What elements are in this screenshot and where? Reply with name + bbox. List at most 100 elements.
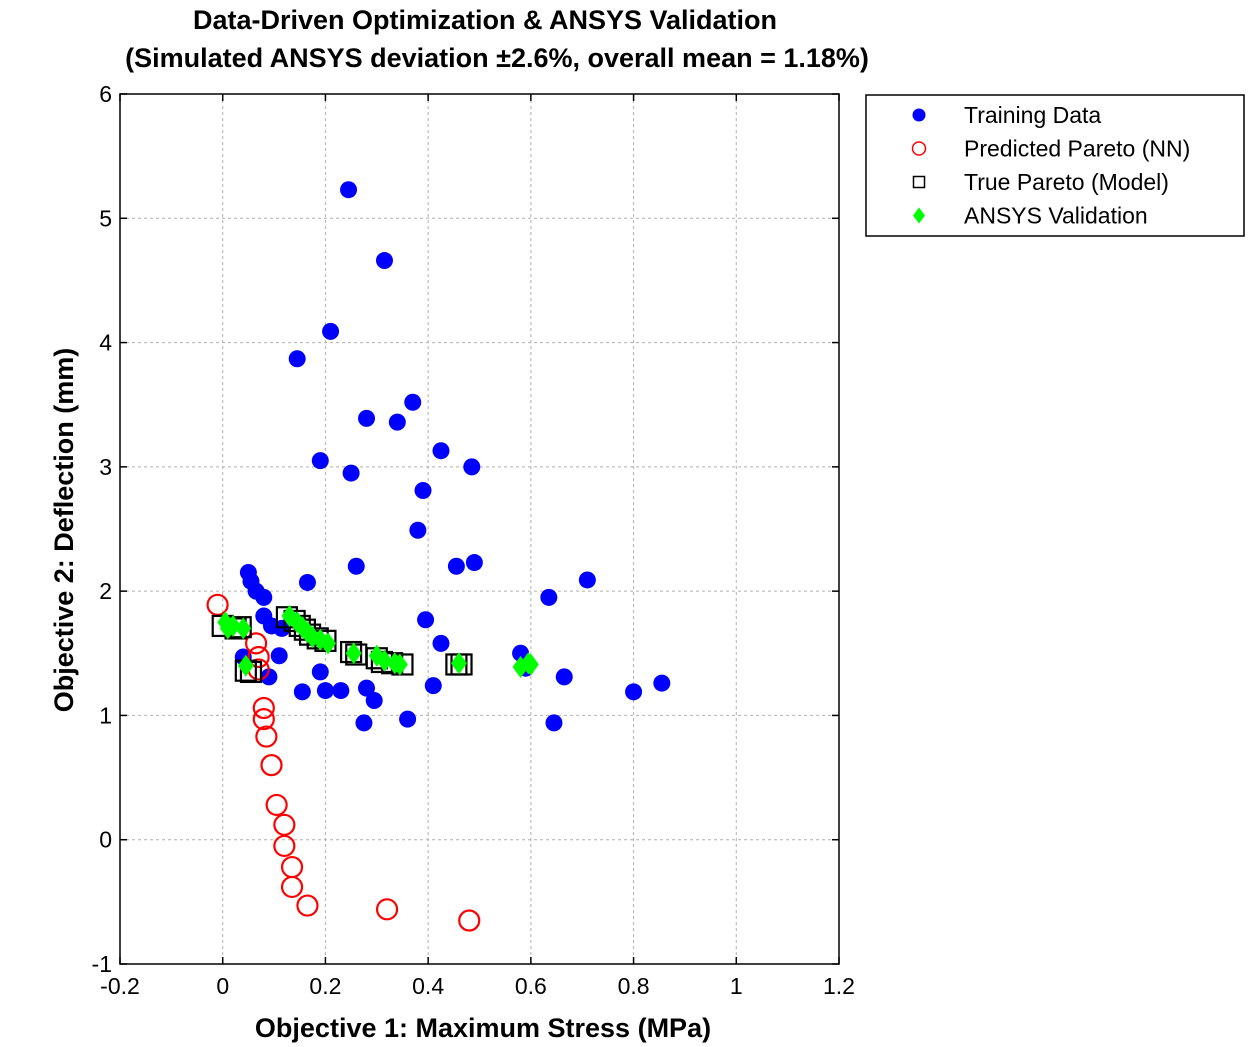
data-point bbox=[255, 588, 273, 606]
y-tick-label: 1 bbox=[99, 702, 112, 728]
legend-marker bbox=[912, 108, 926, 122]
data-point bbox=[358, 679, 376, 697]
data-point bbox=[270, 647, 288, 665]
data-point bbox=[342, 464, 360, 482]
series-predicted-pareto-nn bbox=[206, 593, 481, 932]
legend-entry-label: True Pareto (Model) bbox=[964, 169, 1169, 195]
data-point bbox=[235, 617, 252, 640]
data-point bbox=[388, 413, 406, 431]
data-point bbox=[424, 677, 442, 695]
y-tick-label: 3 bbox=[99, 454, 112, 480]
data-point bbox=[298, 573, 316, 591]
y-tick-label: 0 bbox=[99, 827, 112, 853]
legend-marker bbox=[912, 175, 926, 189]
data-point bbox=[332, 682, 350, 700]
data-point bbox=[653, 674, 671, 692]
data-point bbox=[252, 708, 275, 731]
axis-ticks: -0.2 0 0.2 0.4 0.6 0.8 1 1.2 -1 0 1 2 3 4 5 6 bbox=[92, 81, 855, 999]
plot-area-frame bbox=[119, 93, 840, 965]
x-tick-label: 0.2 bbox=[309, 973, 341, 999]
data-point bbox=[293, 683, 311, 701]
y-tick-label: -1 bbox=[92, 951, 112, 977]
data-point bbox=[319, 632, 336, 655]
x-tick-label: 1.2 bbox=[823, 973, 855, 999]
legend: Training Data Predicted Pareto (NN) True P… bbox=[865, 94, 1245, 237]
data-point bbox=[432, 634, 450, 652]
legend-marker bbox=[911, 141, 927, 156]
data-point bbox=[450, 652, 467, 675]
series-training-data bbox=[234, 181, 671, 732]
data-point bbox=[578, 571, 596, 589]
data-point bbox=[311, 452, 329, 470]
data-point bbox=[375, 898, 399, 921]
data-point bbox=[522, 653, 539, 676]
data-point bbox=[247, 645, 270, 669]
data-point bbox=[311, 663, 329, 681]
data-point bbox=[237, 654, 254, 677]
chart-title: Data-Driven Optimization & ANSYS Validat… bbox=[193, 5, 777, 35]
data-point bbox=[288, 350, 306, 368]
data-point bbox=[450, 653, 473, 676]
series-ansys-validation bbox=[217, 605, 539, 678]
grid bbox=[120, 94, 839, 964]
legend-entry-label: Predicted Pareto (NN) bbox=[964, 136, 1190, 162]
data-point bbox=[399, 710, 417, 728]
data-point bbox=[280, 875, 304, 899]
y-tick-label: 5 bbox=[99, 205, 112, 231]
x-axis-label: Objective 1: Maximum Stress (MPa) bbox=[255, 1013, 711, 1043]
data-point bbox=[340, 640, 363, 664]
x-tick-label: 1 bbox=[730, 973, 743, 999]
data-point bbox=[545, 714, 563, 732]
data-point bbox=[206, 593, 229, 616]
legend-entry-label: ANSYS Validation bbox=[964, 203, 1148, 229]
data-point bbox=[409, 521, 427, 539]
data-point bbox=[463, 458, 481, 476]
x-tick-label: 0.4 bbox=[412, 973, 444, 999]
y-tick-label: 6 bbox=[99, 81, 112, 107]
data-point bbox=[255, 725, 278, 748]
data-point bbox=[260, 668, 278, 686]
data-point bbox=[347, 557, 365, 575]
data-point bbox=[540, 588, 558, 606]
data-point bbox=[465, 554, 483, 572]
data-point bbox=[345, 642, 362, 665]
data-point bbox=[273, 834, 296, 858]
x-tick-label: 0.8 bbox=[618, 973, 650, 999]
data-point bbox=[358, 409, 376, 427]
data-point bbox=[414, 481, 432, 499]
data-point bbox=[365, 692, 383, 710]
data-point bbox=[404, 393, 422, 411]
data-point bbox=[265, 793, 288, 817]
data-point bbox=[376, 649, 393, 672]
data-point bbox=[252, 696, 275, 720]
data-point bbox=[458, 909, 481, 932]
data-point bbox=[316, 682, 334, 700]
y-tick-label: 2 bbox=[99, 578, 112, 604]
data-point bbox=[224, 614, 241, 637]
legend-marker bbox=[913, 207, 925, 224]
data-point bbox=[555, 668, 573, 686]
chart-subtitle: (Simulated ANSYS deviation ±2.6%, overal… bbox=[125, 43, 869, 73]
data-point bbox=[280, 855, 304, 879]
data-point bbox=[244, 632, 268, 655]
legend-box bbox=[865, 94, 1245, 237]
data-point bbox=[340, 181, 358, 199]
data-point bbox=[432, 442, 450, 460]
data-series bbox=[206, 181, 671, 932]
data-point bbox=[625, 683, 643, 701]
legend-entry-label: Training Data bbox=[964, 102, 1101, 128]
data-point bbox=[322, 322, 340, 340]
data-point bbox=[273, 813, 296, 836]
x-tick-label: -0.2 bbox=[100, 973, 140, 999]
y-axis-label: Objective 2: Deflection (mm) bbox=[49, 348, 79, 713]
data-point bbox=[296, 894, 319, 917]
data-point bbox=[391, 653, 408, 676]
data-point bbox=[260, 754, 283, 777]
data-point bbox=[447, 557, 465, 575]
x-tick-label: 0 bbox=[216, 973, 229, 999]
y-tick-label: 4 bbox=[99, 330, 112, 356]
data-point bbox=[417, 611, 435, 629]
data-point bbox=[375, 252, 393, 270]
x-tick-label: 0.6 bbox=[515, 973, 547, 999]
